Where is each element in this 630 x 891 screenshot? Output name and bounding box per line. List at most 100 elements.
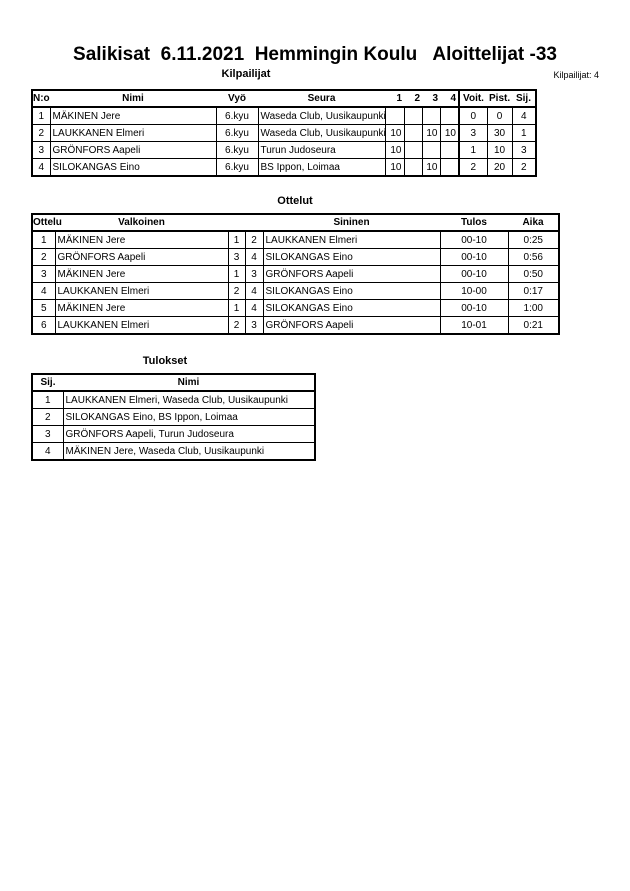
cell-blue-no: 4: [244, 248, 264, 266]
cell-white-no: 1: [227, 265, 246, 283]
cell-place: 4: [511, 106, 537, 125]
cell-white-no: 1: [227, 299, 246, 317]
cell-place: 4: [31, 442, 64, 461]
cell-belt: 6.kyu: [215, 106, 259, 125]
cell-wins: 3: [458, 124, 488, 142]
cell-place: 1: [511, 124, 537, 142]
cell-name: LAUKKANEN Elmeri: [49, 124, 217, 142]
col-wins: Voit.: [459, 90, 487, 108]
table-header: Ottelu Valkoinen Sininen Tulos Aika: [32, 214, 559, 232]
col-no: N:o: [32, 90, 50, 108]
matches-table: Ottelu Valkoinen Sininen Tulos Aika 1 MÄK…: [31, 213, 560, 335]
cell-time: 0:17: [507, 282, 560, 300]
cell-blue: SILOKANGAS Eino: [262, 299, 441, 317]
cell-points: 30: [486, 124, 513, 142]
cell-blue-no: 2: [244, 230, 264, 249]
table-row: 2 GRÖNFORS Aapeli 3 4 SILOKANGAS Eino 00-10 0:…: [31, 248, 560, 266]
col-belt: Vyö: [216, 90, 258, 108]
cell-time: 0:56: [507, 248, 560, 266]
cell-blue: GRÖNFORS Aapeli: [262, 265, 441, 283]
cell-name: MÄKINEN Jere: [49, 106, 217, 125]
cell-no: 4: [31, 158, 51, 177]
cell-no: 3: [31, 265, 56, 283]
cell-m4: 10: [439, 124, 460, 142]
col-points: Pist.: [487, 90, 512, 108]
table-row: 2 LAUKKANEN Elmeri 6.kyu Waseda Club, Uusik…: [31, 124, 537, 142]
col-time: Aika: [508, 214, 559, 232]
col-3: 3: [422, 90, 440, 108]
cell-m1: 10: [384, 124, 405, 142]
cell-blue: LAUKKANEN Elmeri: [262, 230, 441, 249]
cell-white: MÄKINEN Jere: [54, 299, 229, 317]
cell-belt: 6.kyu: [215, 158, 259, 177]
cell-name: GRÖNFORS Aapeli, Turun Judoseura: [62, 425, 316, 443]
cell-wins: 0: [458, 106, 488, 125]
cell-white: MÄKINEN Jere: [54, 265, 229, 283]
cell-time: 1:00: [507, 299, 560, 317]
cell-m3: [421, 141, 441, 159]
cell-name: GRÖNFORS Aapeli: [49, 141, 217, 159]
cell-m4: [439, 141, 460, 159]
cell-no: 5: [31, 299, 56, 317]
cell-points: 20: [486, 158, 513, 177]
cell-place: 3: [31, 425, 64, 443]
cell-m3: 10: [421, 124, 441, 142]
cell-no: 4: [31, 282, 56, 300]
cell-belt: 6.kyu: [215, 141, 259, 159]
cell-no: 1: [31, 230, 56, 249]
cell-blue-no: 4: [244, 299, 264, 317]
cell-time: 0:25: [507, 230, 560, 249]
cell-blue-no: 3: [244, 316, 264, 335]
col-1: 1: [385, 90, 404, 108]
cell-m2: [403, 141, 423, 159]
cell-m2: [403, 124, 423, 142]
col-place: Sij.: [512, 90, 536, 108]
table-row: 5 MÄKINEN Jere 1 4 SILOKANGAS Eino 00-10 1:00: [31, 299, 560, 317]
cell-white-no: 3: [227, 248, 246, 266]
table-header: Sij. Nimi: [32, 374, 315, 392]
cell-blue: SILOKANGAS Eino: [262, 282, 441, 300]
col-match: Ottelu: [32, 214, 62, 232]
cell-wins: 2: [458, 158, 488, 177]
table-row: 6 LAUKKANEN Elmeri 2 3 GRÖNFORS Aapeli 10-01 0…: [31, 316, 560, 335]
cell-place: 3: [511, 141, 537, 159]
cell-blue-no: 3: [244, 265, 264, 283]
page-title: Salikisat 6.11.2021 Hemmingin Koulu Aloi…: [73, 44, 557, 65]
table-row: 1 MÄKINEN Jere 6.kyu Waseda Club, Uusikaupu…: [31, 106, 537, 125]
competitor-count: Kilpailijat: 4: [553, 70, 599, 80]
cell-m3: [421, 106, 441, 125]
table-row: 1 LAUKKANEN Elmeri, Waseda Club, Uusikaup…: [31, 390, 316, 409]
cell-club: Waseda Club, Uusikaupunki: [257, 106, 386, 125]
col-4: 4: [440, 90, 460, 108]
cell-points: 0: [486, 106, 513, 125]
table-row: 3 GRÖNFORS Aapeli 6.kyu Turun Judoseura 10 1 1…: [31, 141, 537, 159]
cell-m3: 10: [421, 158, 441, 177]
cell-name: LAUKKANEN Elmeri, Waseda Club, Uusikaupu…: [62, 390, 316, 409]
cell-blue-no: 4: [244, 282, 264, 300]
cell-place: 1: [31, 390, 64, 409]
table-row: 4 MÄKINEN Jere, Waseda Club, Uusikaupunki: [31, 442, 316, 461]
cell-white-no: 1: [227, 230, 246, 249]
cell-no: 6: [31, 316, 56, 335]
col-white: Valkoinen: [55, 214, 228, 232]
cell-club: Waseda Club, Uusikaupunki: [257, 124, 386, 142]
table-row: 3 GRÖNFORS Aapeli, Turun Judoseura: [31, 425, 316, 443]
table-row: 1 MÄKINEN Jere 1 2 LAUKKANEN Elmeri 00-10 0:25: [31, 230, 560, 249]
col-blue: Sininen: [263, 214, 440, 232]
table-row: 2 SILOKANGAS Eino, BS Ippon, Loimaa: [31, 408, 316, 426]
col-place: Sij.: [32, 374, 63, 392]
cell-m4: [439, 106, 460, 125]
table-row: 4 SILOKANGAS Eino 6.kyu BS Ippon, Loimaa 10 1…: [31, 158, 537, 177]
col-name: Nimi: [63, 374, 315, 392]
cell-white: MÄKINEN Jere: [54, 230, 229, 249]
cell-no: 3: [31, 141, 51, 159]
cell-result: 00-10: [439, 265, 509, 283]
cell-result: 10-00: [439, 282, 509, 300]
cell-m1: 10: [384, 141, 405, 159]
competitors-table: N:o Nimi Vyö Seura 1 2 3 4 Voit. Pist. S…: [31, 89, 537, 177]
results-table: Sij. Nimi 1 LAUKKANEN Elmeri, Waseda Club…: [31, 373, 316, 461]
cell-m4: [439, 158, 460, 177]
cell-wins: 1: [458, 141, 488, 159]
cell-club: BS Ippon, Loimaa: [257, 158, 386, 177]
cell-no: 1: [31, 106, 51, 125]
